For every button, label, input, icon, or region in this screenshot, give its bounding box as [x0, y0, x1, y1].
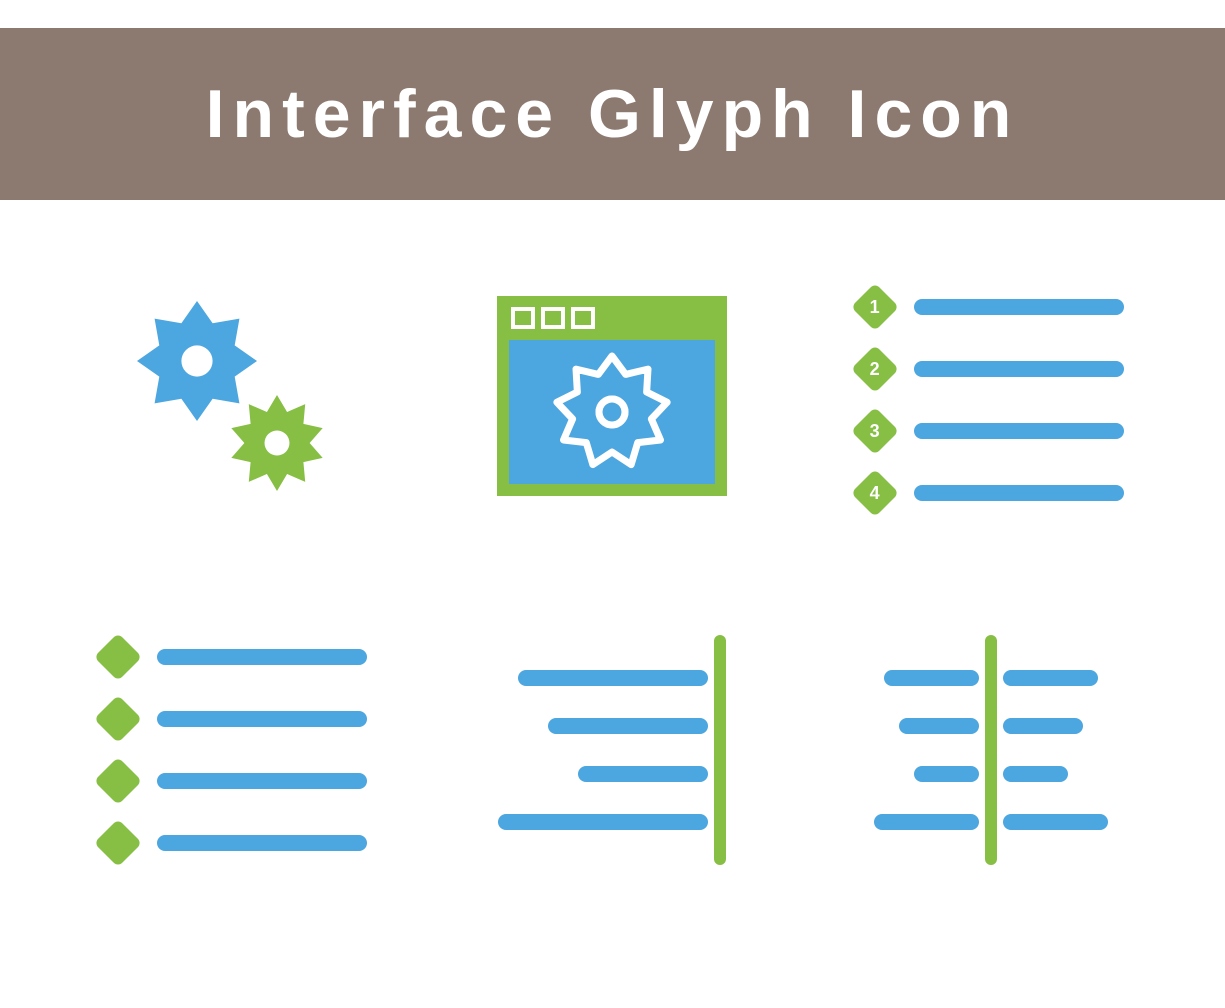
align-center-icon: [874, 635, 1108, 865]
line-bar: [884, 670, 979, 686]
bulleted-list-icon: [101, 640, 367, 860]
ordered-list-icon: 1 2 3 4: [858, 290, 1124, 510]
cell-window-settings: [438, 240, 786, 560]
diamond-bullet-icon: [94, 819, 142, 867]
line-bar: [578, 766, 708, 782]
list-item: [101, 826, 367, 860]
line-bar: [914, 485, 1124, 501]
cell-align-right: [438, 590, 786, 910]
number-bullet-icon: 2: [851, 345, 899, 393]
number-bullet-icon: 1: [851, 283, 899, 331]
list-item: 1: [858, 290, 1124, 324]
bullet-number: 2: [870, 358, 880, 379]
line-bar: [1003, 766, 1068, 782]
line-bar: [914, 299, 1124, 315]
number-bullet-icon: 4: [851, 469, 899, 517]
header-banner: Interface Glyph Icon: [0, 28, 1225, 200]
line-bar: [518, 670, 708, 686]
line-bar: [914, 361, 1124, 377]
settings-gears-icon: [109, 273, 359, 528]
diamond-bullet-icon: [94, 633, 142, 681]
line-bar: [899, 718, 979, 734]
line-bar: [1003, 814, 1108, 830]
list-item: 2: [858, 352, 1124, 386]
cell-bulleted-list: [60, 590, 408, 910]
line-bar: [157, 711, 367, 727]
bullet-number: 1: [870, 296, 880, 317]
line-bar: [874, 814, 979, 830]
line-bar: [914, 423, 1124, 439]
cell-ordered-list: 1 2 3 4: [817, 240, 1165, 560]
cell-align-center: [817, 590, 1165, 910]
number-bullet-icon: 3: [851, 407, 899, 455]
line-bar: [1003, 718, 1083, 734]
window-settings-icon: [487, 288, 737, 513]
icon-grid: 1 2 3 4: [0, 200, 1225, 920]
page-title: Interface Glyph Icon: [206, 75, 1020, 153]
list-item: [101, 764, 367, 798]
vertical-divider-icon: [985, 635, 997, 865]
list-item: 4: [858, 476, 1124, 510]
line-bar: [498, 814, 708, 830]
align-right-icon: [498, 635, 726, 865]
cell-settings-gears: [60, 240, 408, 560]
diamond-bullet-icon: [94, 695, 142, 743]
list-item: 3: [858, 414, 1124, 448]
line-bar: [1003, 670, 1098, 686]
line-bar: [157, 835, 367, 851]
bullet-number: 3: [870, 420, 880, 441]
line-bar: [914, 766, 979, 782]
list-item: [101, 640, 367, 674]
list-item: [101, 702, 367, 736]
line-bar: [548, 718, 708, 734]
line-bar: [157, 649, 367, 665]
line-bar: [157, 773, 367, 789]
vertical-divider-icon: [714, 635, 726, 865]
diamond-bullet-icon: [94, 757, 142, 805]
bullet-number: 4: [870, 482, 880, 503]
